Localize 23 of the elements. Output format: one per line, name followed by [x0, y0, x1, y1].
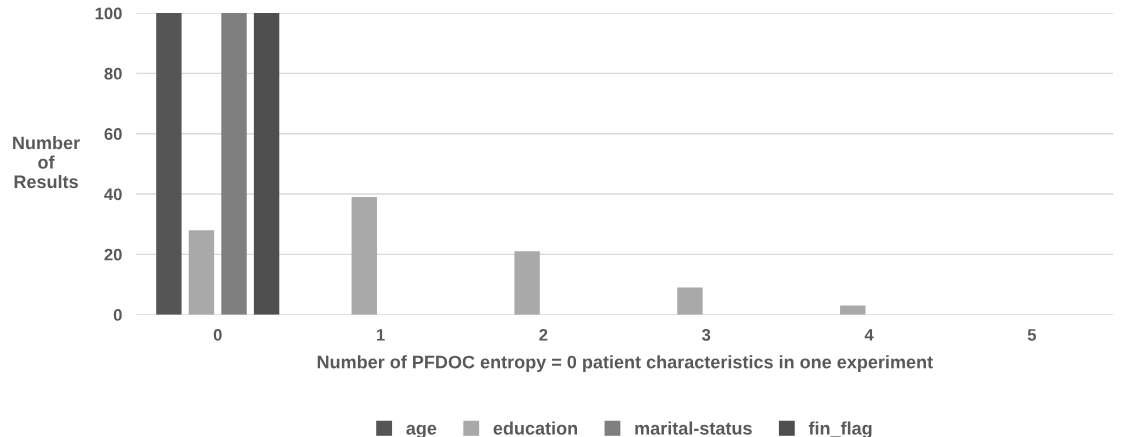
y-tick-label: 100 — [95, 7, 122, 20]
x-axis-title: Number of PFDOC entropy = 0 patient characteristics in one experiment — [317, 355, 933, 373]
y-tick-label: 60 — [104, 128, 122, 140]
x-tick-label: 4 — [864, 329, 874, 341]
x-tick-label: 0 — [213, 328, 222, 341]
bar — [514, 251, 540, 315]
x-tick-label: 3 — [701, 328, 711, 341]
bar — [188, 230, 215, 315]
y-tick-label: 20 — [104, 248, 122, 261]
y-tick-label: 0 — [113, 309, 122, 321]
legend-label: education — [493, 421, 578, 435]
x-tick-label: 5 — [1027, 329, 1037, 341]
bar — [221, 13, 247, 315]
bar — [351, 197, 377, 315]
y-axis-title: Number of Results — [13, 136, 80, 189]
y-tick-label: 40 — [104, 188, 122, 201]
x-tick-label: 1 — [376, 329, 385, 341]
y-tick-label: 80 — [104, 67, 122, 80]
bar — [156, 13, 182, 315]
x-tick-label: 2 — [539, 328, 548, 341]
legend-label: marital-status — [635, 421, 752, 435]
bar — [253, 13, 280, 315]
bar — [677, 287, 703, 315]
